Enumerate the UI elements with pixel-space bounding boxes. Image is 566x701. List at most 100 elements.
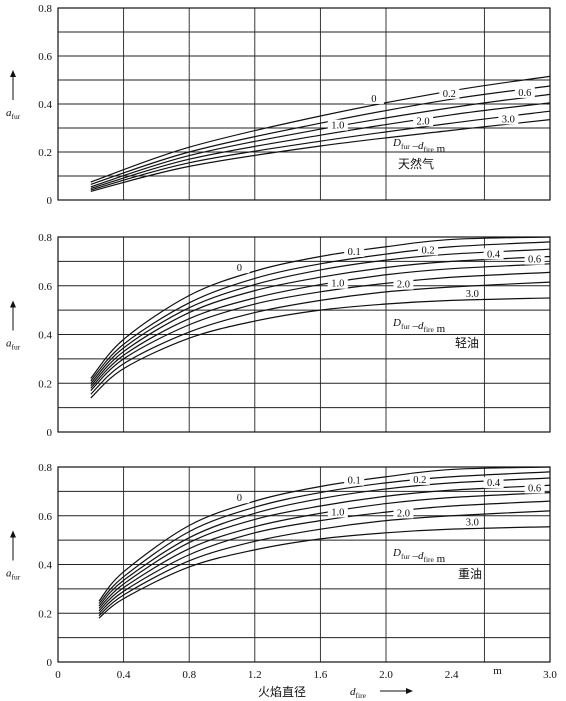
series-line-0	[98, 466, 551, 602]
series-label-bg	[344, 474, 365, 486]
fuel-name-label: 轻油	[455, 336, 479, 350]
series-label-bg	[418, 244, 438, 256]
y-tick-label: 0.4	[38, 330, 52, 342]
series-label-0: 0	[237, 263, 242, 274]
y-tick-label: 0.6	[38, 281, 52, 293]
series-label-bg	[409, 473, 430, 485]
x-axis-label: 火焰直径	[258, 684, 306, 699]
series-label-0.1: 0.1	[348, 476, 361, 487]
series-label-1.0: 1.0	[331, 507, 344, 518]
y-tick-label: 0.4	[38, 560, 52, 572]
series-line-0.1	[98, 471, 551, 604]
chart-panel-3: 0 0.2 0.4 0.6 0.8 afur 0 0.1 0.2 0.4 0.6 1.0 2.0 3.0 D…	[6, 462, 557, 700]
x-axis-arrow-head	[406, 688, 413, 694]
series-line-2.0	[90, 110, 551, 191]
plot-frame	[57, 236, 551, 433]
series-label-0.2: 0.2	[413, 475, 426, 486]
series-line-0.2	[90, 248, 551, 384]
y-axis-arrow-head	[10, 300, 16, 308]
y-tick-label: 0.8	[38, 3, 52, 15]
series-label-bg	[393, 278, 414, 290]
series-line-0.1	[90, 241, 551, 382]
series-label-0: 0	[371, 94, 376, 105]
x-tick-label: 0.4	[117, 669, 131, 681]
series-label-0.4: 0.4	[487, 249, 501, 260]
series-line-1.0	[90, 271, 551, 391]
series-label-bg	[524, 482, 545, 494]
y-axis-arrow-head	[10, 530, 16, 538]
legend-formula: Dfur –dfire m	[392, 547, 446, 565]
x-tick-label: 0.8	[182, 669, 196, 681]
series-label-bg	[327, 506, 348, 518]
x-unit-label: m	[493, 665, 502, 677]
series-label-bg	[413, 115, 434, 127]
series-lines	[90, 75, 551, 192]
x-tick-label: 2.0	[379, 669, 393, 681]
series-lines	[98, 466, 551, 619]
series-line-1.0	[90, 102, 551, 190]
series-label-2.0: 2.0	[397, 508, 410, 519]
x-tick-label: 1.6	[314, 669, 328, 681]
series-line-0.6	[90, 93, 551, 188]
y-tick-label: 0.4	[38, 99, 52, 111]
grid	[57, 236, 551, 433]
plot-frame	[57, 466, 551, 663]
series-line-0.2	[90, 85, 551, 185]
series-label-0.6: 0.6	[528, 483, 541, 494]
chart-panel-2: 0 0.2 0.4 0.6 0.8 afur 0 0.1 0.2 0.4 0.6 1.0 2.0 3.0 D…	[6, 232, 551, 439]
series-label-bg	[462, 516, 483, 528]
x-tick-label: 1.2	[248, 669, 262, 681]
series-label-bg	[363, 92, 384, 104]
series-label-bg	[483, 477, 504, 489]
y-tick-label: 0.2	[38, 378, 52, 390]
series-line-0.6	[90, 263, 551, 389]
legend-formula: Dfur –dfire m	[392, 317, 446, 335]
y-axis-label: afur	[6, 107, 21, 121]
series-line-3.0	[98, 526, 551, 619]
x-tick-label: 0	[55, 669, 61, 681]
y-tick-label: 0.6	[38, 51, 52, 63]
series-label-1.0: 1.0	[331, 279, 344, 290]
series-label-0.6: 0.6	[528, 255, 541, 266]
y-tick-label: 0	[47, 657, 53, 669]
y-tick-label: 0.6	[38, 511, 52, 523]
y-tick-label: 0.2	[38, 147, 52, 159]
series-label-2.0: 2.0	[417, 116, 430, 127]
series-label-0: 0	[237, 493, 242, 504]
x-tick-label: 2.4	[445, 669, 459, 681]
plot-frame	[57, 7, 551, 201]
series-label-2.0: 2.0	[397, 280, 410, 291]
series-label-bg	[483, 248, 504, 260]
series-line-0.2	[98, 477, 551, 607]
y-tick-label: 0	[47, 427, 53, 439]
series-label-bg	[524, 253, 545, 265]
fuel-name-label: 天然气	[398, 156, 434, 171]
series-line-1.0	[98, 500, 551, 614]
series-label-0.6: 0.6	[518, 88, 531, 99]
fuel-name-label: 重油	[458, 567, 482, 581]
series-label-0.4: 0.4	[487, 478, 501, 489]
series-line-2.0	[98, 510, 551, 617]
y-axis-label: afur	[6, 568, 21, 582]
series-label-bg	[393, 507, 414, 519]
y-tick-label: 0.8	[38, 462, 52, 474]
series-line-3.0	[90, 297, 551, 399]
series-label-0.2: 0.2	[443, 89, 456, 100]
y-axis-arrow-head	[10, 70, 16, 77]
series-label-bg	[229, 492, 250, 504]
series-label-bg	[498, 113, 519, 125]
series-line-0.4	[98, 484, 551, 609]
series-line-0	[90, 75, 551, 183]
y-tick-label: 0.2	[38, 608, 52, 620]
series-label-0.2: 0.2	[421, 245, 434, 256]
series-label-bg	[229, 262, 250, 274]
series-line-2.0	[90, 281, 551, 395]
series-line-0.6	[98, 491, 551, 612]
series-label-bg	[462, 287, 483, 299]
y-tick-label: 0.8	[38, 232, 52, 244]
series-label-1.0: 1.0	[331, 121, 344, 132]
series-line-3.0	[90, 119, 551, 192]
series-lines	[90, 236, 551, 399]
y-axis-label: afur	[6, 338, 21, 352]
